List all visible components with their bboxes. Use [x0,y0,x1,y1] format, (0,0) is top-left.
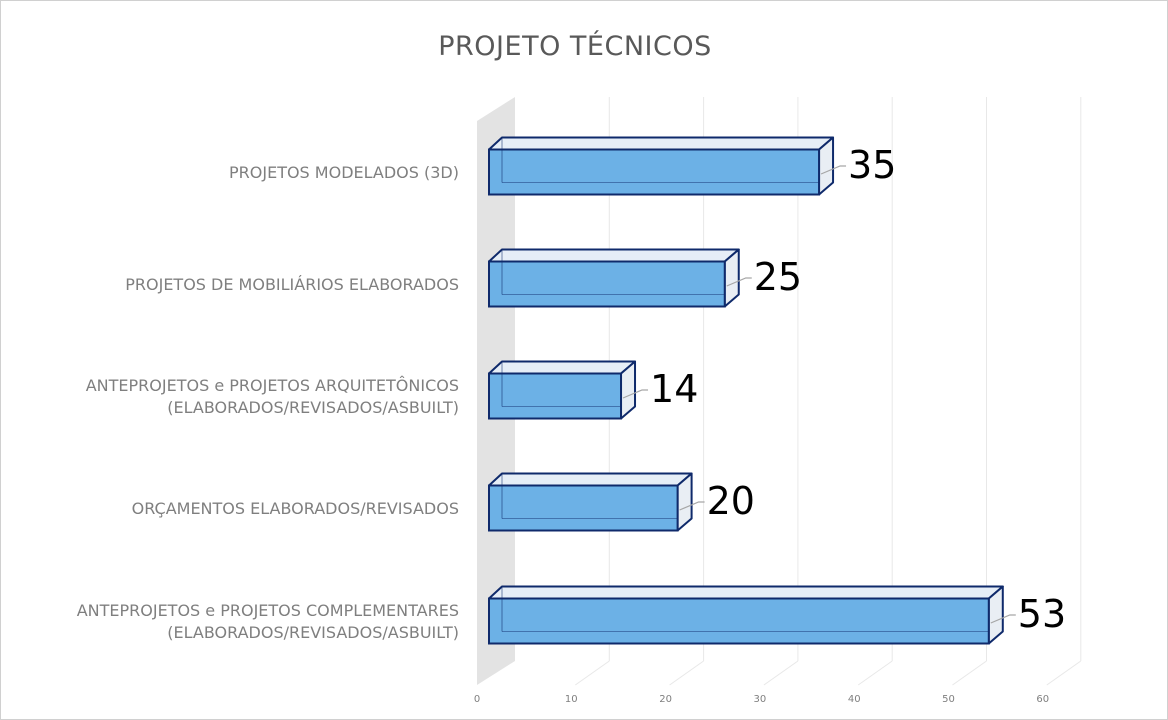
bar-top-face [488,248,740,263]
data-label-leader [990,614,1016,624]
bar [488,148,821,196]
gridline-depth [575,660,610,686]
category-label: (ELABORADOS/REVISADOS/ASBUILT) [167,398,459,417]
x-tick-label: 10 [565,694,578,705]
category-label: ANTEPROJETOS e PROJETOS COMPLEMENTARES [77,601,459,620]
x-tick-label: 30 [754,694,767,705]
bar [488,597,990,645]
data-label-leader [820,165,847,175]
category-label: (ELABORADOS/REVISADOS/ASBUILT) [167,623,459,642]
bar-top-face [488,585,1004,600]
x-tick-label: 60 [1036,694,1049,705]
bar-top-face [488,360,637,375]
bar-top-face [488,472,693,487]
category-label: ORÇAMENTOS ELABORADOS/REVISADOS [132,499,459,518]
gridline-depth [763,660,799,686]
x-tick-label: 40 [848,694,861,705]
chart-title: PROJETO TÉCNICOS [438,31,712,62]
data-label: 53 [1018,592,1066,636]
data-label: 14 [650,367,698,411]
x-tick-label: 0 [474,694,480,705]
x-tick-label: 20 [659,694,672,705]
data-label-leader [622,389,649,399]
data-label: 25 [754,255,802,299]
bar-top-face [488,136,835,151]
data-label: 20 [707,479,755,523]
data-label-leader [679,501,705,511]
bar [488,372,623,420]
x-tick-label: 50 [942,694,955,705]
gridline-depth [952,660,987,686]
bar [488,484,679,532]
category-label: PROJETOS DE MOBILIÁRIOS ELABORADOS [125,275,459,294]
data-label-leader [726,277,752,287]
category-label: ANTEPROJETOS e PROJETOS ARQUITETÔNICOS [86,376,459,395]
bar [488,260,726,308]
data-label: 35 [848,143,896,187]
gridline-depth [1046,660,1082,686]
gridline-depth [669,660,704,686]
category-label: PROJETOS MODELADOS (3D) [229,163,459,182]
gridline-depth [857,660,893,686]
